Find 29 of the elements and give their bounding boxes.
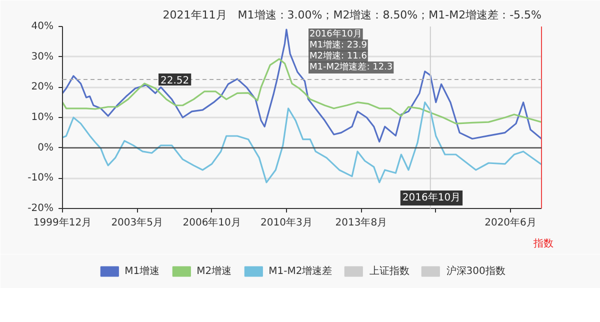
y2-axis-title: 指数 <box>532 238 554 250</box>
y-tick-label: -10% <box>28 172 54 184</box>
legend-label: M1-M2增速差 <box>268 264 332 278</box>
legend-label: M2增速 <box>196 264 232 278</box>
y-tick-label: -20% <box>28 203 54 214</box>
legend-label: 上证指数 <box>369 264 410 278</box>
ref-line-label: 2016年10月 <box>402 192 461 204</box>
annotation: 2016年10月 <box>310 28 362 40</box>
line-series <box>62 58 542 124</box>
ref-line-label: 22.52 <box>160 76 190 87</box>
x-tick-label: 2020年6月 <box>484 216 536 228</box>
line-series <box>62 28 542 143</box>
annotation: M2增速: 11.6 <box>310 50 368 62</box>
chart-title: 2021年11月 M1增速：3.00%；M2增速：8.50%；M1-M2增速差：-5.5% <box>162 8 542 22</box>
y-tick-label: 0% <box>38 142 54 154</box>
line-series <box>62 102 542 184</box>
y-tick-label: 10% <box>31 112 54 123</box>
y-tick-label: 40% <box>31 21 54 32</box>
legend-label: 沪深300指数 <box>446 264 506 278</box>
x-tick-label: 2013年8月 <box>335 216 388 228</box>
x-tick-label: 1999年12月 <box>33 216 92 228</box>
annotation: M1增速: 23.9 <box>310 40 368 50</box>
legend-label: M1增速 <box>124 264 160 278</box>
x-tick-label: 2010年3月 <box>260 216 312 228</box>
annotation: M1-M2增速差: 12.3 <box>310 62 393 72</box>
x-tick-label: 2003年5月 <box>111 216 164 228</box>
x-tick-label: 2006年10月 <box>182 216 241 228</box>
y-tick-label: 30% <box>31 51 54 62</box>
y-tick-label: 20% <box>31 82 54 93</box>
